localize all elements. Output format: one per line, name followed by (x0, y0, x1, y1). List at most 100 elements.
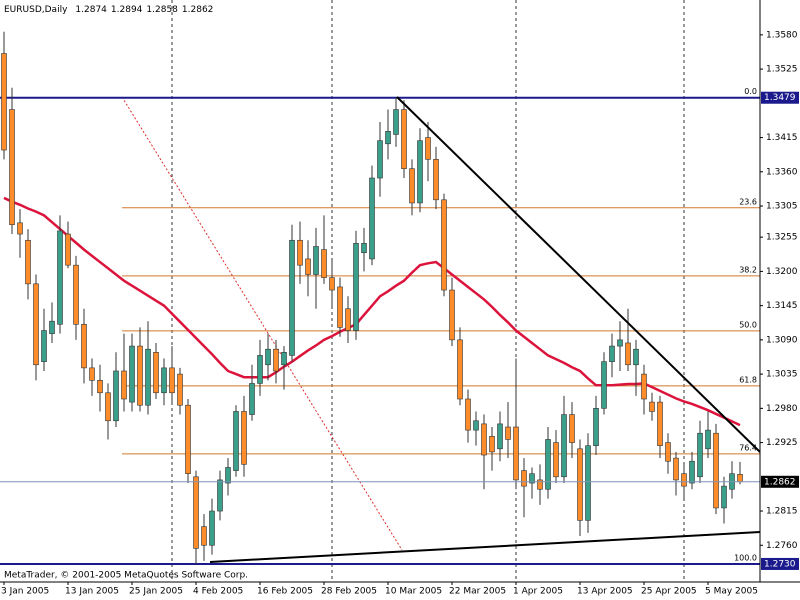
candle-body (385, 131, 391, 145)
y-tick-label: 1.3200 (766, 267, 798, 277)
candle-body (529, 473, 535, 484)
candle-body (233, 411, 239, 471)
candle-body (649, 401, 655, 412)
candle-body (273, 348, 279, 372)
fib-level-label: 38.2 (739, 265, 757, 274)
x-tick-label: 13 Apr 2005 (577, 587, 633, 597)
y-tick-label: 1.3145 (766, 301, 798, 311)
fib-level-label: 76.4 (739, 443, 757, 452)
candle-body (225, 467, 231, 484)
candle-body (569, 414, 575, 443)
candle-body (313, 246, 319, 275)
candle-body (417, 140, 423, 204)
candle-body (217, 479, 223, 512)
candle-body (601, 361, 607, 409)
candle-body (97, 380, 103, 394)
candle-body (393, 109, 399, 135)
y-tick-label: 1.3360 (766, 167, 798, 177)
y-tick-label: 1.3415 (766, 133, 798, 143)
candle-body (497, 423, 503, 450)
x-tick-label: 16 Feb 2005 (257, 587, 313, 597)
candle-body (49, 320, 55, 334)
candle-body (521, 470, 527, 487)
candle-body (353, 243, 359, 331)
fib-level-label: 0.0 (744, 87, 757, 96)
candle-body (329, 277, 335, 291)
fib-level-label: 50.0 (739, 320, 757, 329)
candle-body (721, 485, 727, 509)
candle-body (57, 230, 63, 325)
x-tick-label: 4 Feb 2005 (193, 587, 243, 597)
candle-body (377, 140, 383, 179)
y-tick-label: 1.2980 (766, 404, 798, 414)
y-tick-label: 1.3035 (766, 370, 798, 380)
candle-body (545, 439, 551, 490)
candle-body (153, 352, 159, 394)
fib-level-label: 100.0 (734, 553, 757, 562)
y-tick-label: 1.3305 (766, 202, 798, 212)
header-value: 1.2894 (111, 5, 143, 15)
candle-body (297, 239, 303, 266)
candle-body (641, 373, 647, 400)
candle-body (425, 137, 431, 160)
level-price-label: 1.2730 (764, 559, 796, 569)
candle-body (9, 109, 15, 226)
y-tick-label: 1.2925 (766, 438, 798, 448)
level-price-box (761, 91, 799, 104)
candle-body (657, 401, 663, 446)
y-tick-label: 1.3580 (766, 30, 798, 40)
candle-body (321, 249, 327, 278)
candle-body (673, 457, 679, 481)
candle-body (433, 159, 439, 201)
candle-body (457, 339, 463, 400)
fib-trend-line (121, 96, 403, 551)
candle-body (105, 392, 111, 422)
candle-body (73, 264, 79, 325)
header-value: 1.2862 (182, 5, 214, 15)
chart-header: EURUSD,Daily 1.2874 1.2894 1.2858 1.2862 (4, 5, 213, 15)
candle-body (665, 442, 671, 462)
candle-body (705, 429, 711, 450)
candle-body (145, 348, 151, 406)
candle-body (481, 423, 487, 456)
candle-body (553, 442, 559, 478)
candle-body (473, 420, 479, 431)
x-tick-label: 25 Jan 2005 (129, 587, 183, 597)
candle-body (513, 426, 519, 481)
candle-body (25, 239, 31, 285)
resistance-trend-line (396, 96, 761, 453)
fib-level-label: 23.6 (739, 197, 757, 206)
candle-body (489, 436, 495, 453)
candle-body (689, 460, 695, 484)
candle-body (81, 324, 87, 369)
x-tick-label: 3 Jan 2005 (1, 587, 49, 597)
candle-body (617, 339, 623, 347)
x-tick-label: 10 Mar 2005 (385, 587, 442, 597)
candle-body (185, 404, 191, 474)
candle-body (681, 473, 687, 487)
header-value: 1.2874 (75, 5, 107, 15)
level-price-label: 1.3479 (764, 93, 796, 103)
candle-body (1, 53, 7, 151)
candle-body (41, 330, 47, 362)
candle-body (137, 345, 143, 406)
candle-body (633, 348, 639, 366)
candle-body (625, 342, 631, 366)
header-value: EURUSD,Daily (4, 5, 68, 15)
candle-body (577, 448, 583, 521)
candle-body (465, 398, 471, 431)
moving-average (3, 196, 741, 427)
support-trend-line (209, 531, 761, 563)
candle-body (209, 510, 215, 546)
y-tick-label: 1.2760 (766, 541, 798, 551)
candle-body (17, 222, 23, 235)
candle-body (241, 411, 247, 465)
header-value: 1.2858 (146, 5, 178, 15)
candle-body (289, 239, 295, 356)
current-price-box (761, 475, 799, 488)
candle-body (401, 109, 407, 169)
current-price-label: 1.2862 (764, 477, 796, 487)
